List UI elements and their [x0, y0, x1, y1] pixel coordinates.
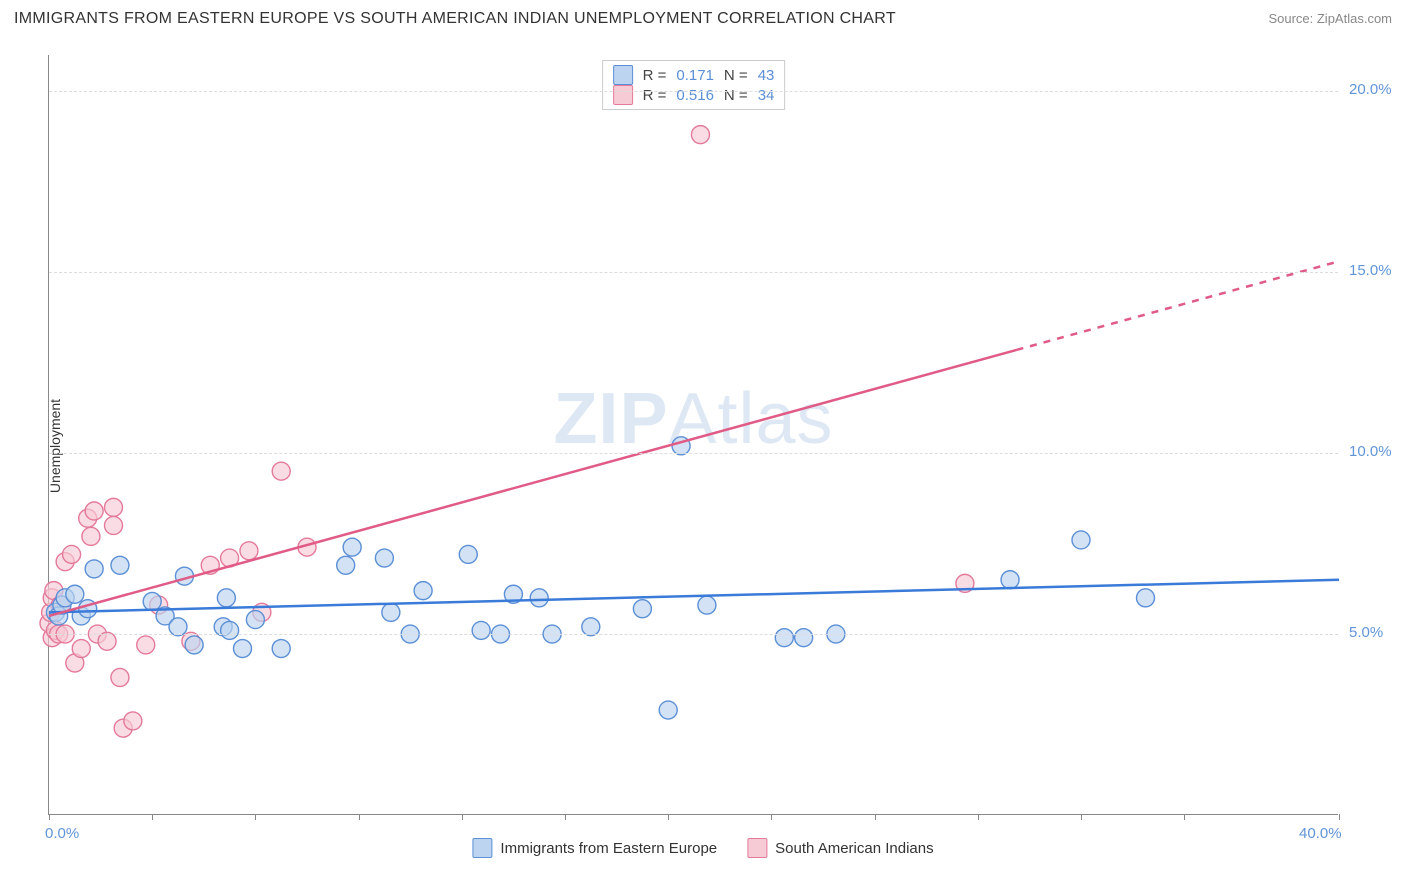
data-point [105, 498, 123, 516]
r-label: R = [643, 67, 667, 84]
swatch-pink [747, 838, 767, 858]
data-point [1137, 589, 1155, 607]
data-point [246, 611, 264, 629]
data-point [105, 516, 123, 534]
data-point [217, 589, 235, 607]
data-point [66, 585, 84, 603]
data-point [85, 502, 103, 520]
gridline [49, 91, 1338, 92]
x-tick [255, 814, 256, 820]
data-point [111, 556, 129, 574]
legend-top-row-pink: R = 0.516 N = 34 [613, 85, 775, 105]
legend-top-row-blue: R = 0.171 N = 43 [613, 65, 775, 85]
r-value-pink: 0.516 [676, 87, 714, 104]
data-point [82, 527, 100, 545]
n-label: N = [724, 87, 748, 104]
x-tick [152, 814, 153, 820]
r-label: R = [643, 87, 667, 104]
n-value-pink: 34 [758, 87, 775, 104]
chart-title: IMMIGRANTS FROM EASTERN EUROPE VS SOUTH … [14, 10, 896, 28]
legend-bottom: Immigrants from Eastern Europe South Ame… [472, 838, 933, 858]
data-point [472, 621, 490, 639]
n-value-blue: 43 [758, 67, 775, 84]
data-point [240, 542, 258, 560]
plot-area: ZIPAtlas R = 0.171 N = 43 R = 0.516 N = … [48, 55, 1338, 815]
data-point [63, 545, 81, 563]
source-attribution: Source: ZipAtlas.com [1268, 11, 1392, 26]
x-tick-label-end: 40.0% [1299, 825, 1342, 842]
gridline [49, 453, 1338, 454]
data-point [221, 621, 239, 639]
legend-label-blue: Immigrants from Eastern Europe [500, 840, 717, 857]
data-point [795, 629, 813, 647]
x-tick [359, 814, 360, 820]
gridline [49, 272, 1338, 273]
gridline [49, 634, 1338, 635]
data-point [382, 603, 400, 621]
data-point [185, 636, 203, 654]
data-point [691, 126, 709, 144]
data-point [272, 640, 290, 658]
data-point [459, 545, 477, 563]
x-tick-label-start: 0.0% [45, 825, 79, 842]
legend-item-pink: South American Indians [747, 838, 933, 858]
y-tick-label: 20.0% [1349, 81, 1392, 98]
data-point [85, 560, 103, 578]
swatch-blue [613, 65, 633, 85]
y-tick-label: 10.0% [1349, 443, 1392, 460]
legend-top: R = 0.171 N = 43 R = 0.516 N = 34 [602, 60, 786, 110]
x-tick [1184, 814, 1185, 820]
swatch-pink [613, 85, 633, 105]
trend-line [49, 350, 1017, 616]
data-point [775, 629, 793, 647]
data-point [143, 592, 161, 610]
data-point [1001, 571, 1019, 589]
x-tick [462, 814, 463, 820]
data-point [234, 640, 252, 658]
data-point [72, 640, 90, 658]
x-tick [1081, 814, 1082, 820]
y-tick-label: 5.0% [1349, 624, 1383, 641]
data-point [1072, 531, 1090, 549]
data-point [530, 589, 548, 607]
r-value-blue: 0.171 [676, 67, 714, 84]
data-point [414, 582, 432, 600]
trend-line-dashed [1017, 261, 1340, 350]
x-tick [668, 814, 669, 820]
data-point [272, 462, 290, 480]
data-point [337, 556, 355, 574]
y-tick-label: 15.0% [1349, 262, 1392, 279]
legend-label-pink: South American Indians [775, 840, 933, 857]
data-point [343, 538, 361, 556]
chart-svg [49, 55, 1338, 814]
x-tick [978, 814, 979, 820]
data-point [111, 668, 129, 686]
x-tick [1339, 814, 1340, 820]
x-tick [875, 814, 876, 820]
data-point [137, 636, 155, 654]
legend-item-blue: Immigrants from Eastern Europe [472, 838, 717, 858]
data-point [375, 549, 393, 567]
data-point [659, 701, 677, 719]
data-point [124, 712, 142, 730]
x-tick [49, 814, 50, 820]
n-label: N = [724, 67, 748, 84]
data-point [698, 596, 716, 614]
x-tick [565, 814, 566, 820]
data-point [633, 600, 651, 618]
x-tick [771, 814, 772, 820]
swatch-blue [472, 838, 492, 858]
